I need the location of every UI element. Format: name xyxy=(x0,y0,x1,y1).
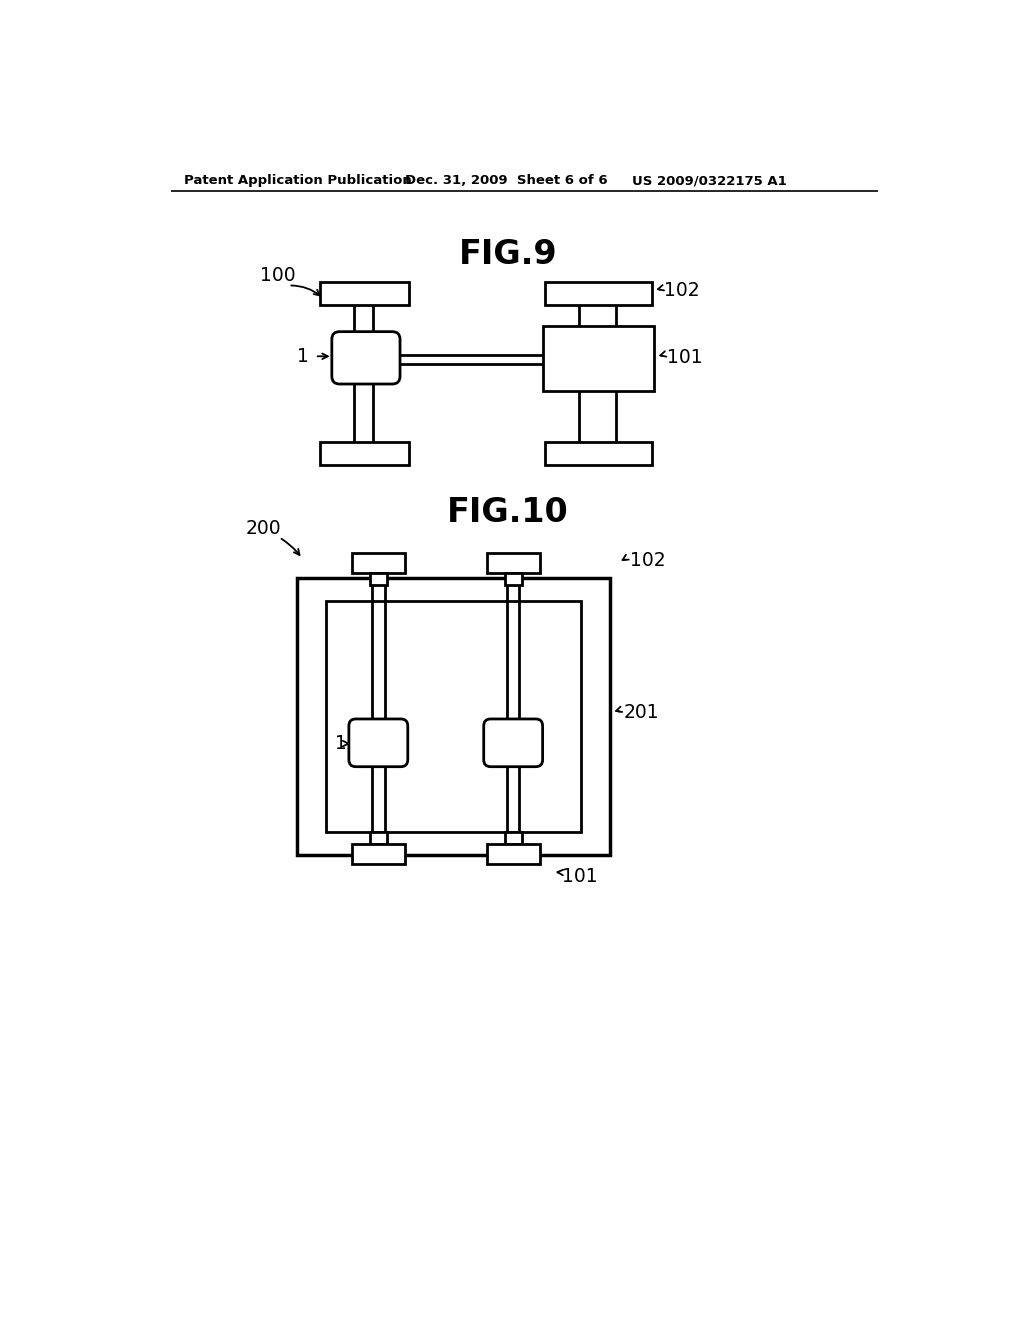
Bar xyxy=(545,442,652,465)
FancyBboxPatch shape xyxy=(332,331,400,384)
Bar xyxy=(486,845,540,865)
Text: 101: 101 xyxy=(562,866,598,886)
Bar xyxy=(352,845,404,865)
Bar xyxy=(505,832,521,845)
Text: FIG.10: FIG.10 xyxy=(446,496,568,529)
Bar xyxy=(370,573,387,585)
Bar xyxy=(321,281,409,305)
Text: 201: 201 xyxy=(624,704,659,722)
Text: 101: 101 xyxy=(667,347,702,367)
Bar xyxy=(370,832,387,845)
Bar xyxy=(327,601,581,832)
Text: 1: 1 xyxy=(297,347,308,366)
Bar xyxy=(321,442,409,465)
Text: 200: 200 xyxy=(246,519,282,537)
Text: 102: 102 xyxy=(665,281,700,301)
Bar xyxy=(505,573,521,585)
Text: Patent Application Publication: Patent Application Publication xyxy=(183,174,412,187)
Bar xyxy=(352,553,404,573)
FancyBboxPatch shape xyxy=(349,719,408,767)
Text: 1: 1 xyxy=(336,734,347,754)
Bar xyxy=(543,326,654,391)
FancyBboxPatch shape xyxy=(483,719,543,767)
Text: FIG.9: FIG.9 xyxy=(459,238,557,271)
Text: US 2009/0322175 A1: US 2009/0322175 A1 xyxy=(632,174,786,187)
Bar xyxy=(486,553,540,573)
Bar xyxy=(297,578,610,855)
Bar xyxy=(545,281,652,305)
Text: 102: 102 xyxy=(630,550,666,570)
Text: 100: 100 xyxy=(260,265,295,285)
Text: Dec. 31, 2009  Sheet 6 of 6: Dec. 31, 2009 Sheet 6 of 6 xyxy=(406,174,608,187)
